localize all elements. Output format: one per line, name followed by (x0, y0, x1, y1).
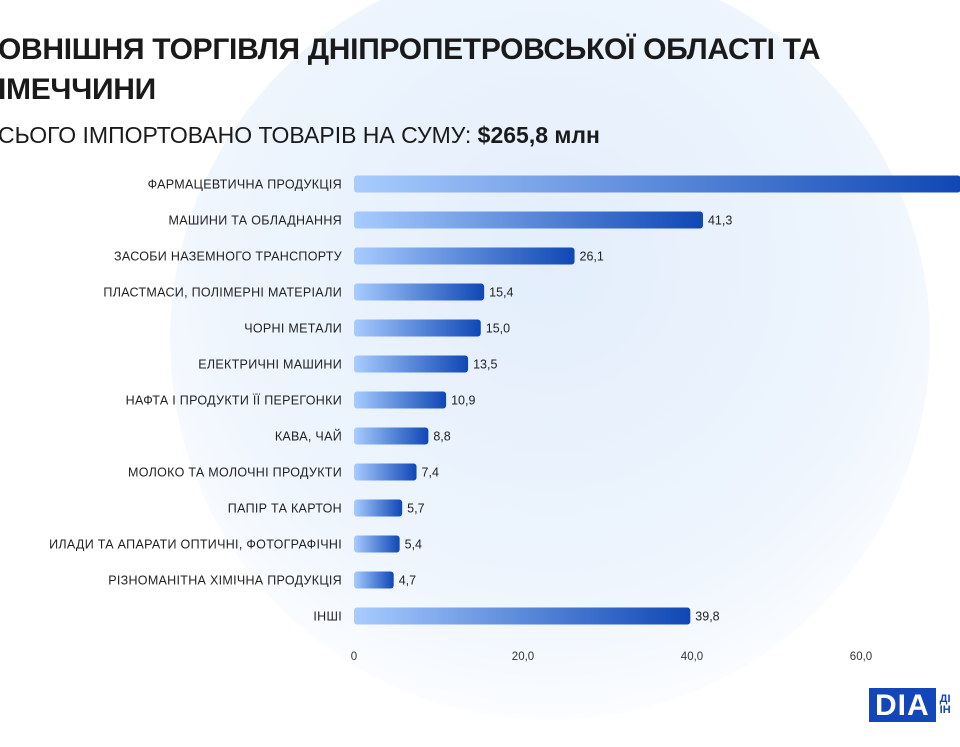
bar (354, 607, 691, 625)
x-tick-label: 20,0 (512, 651, 534, 663)
bar (354, 355, 469, 373)
dia-logo: DIA ДІ ІН (869, 688, 951, 722)
value-label: 13,5 (473, 358, 497, 372)
value-label: 39,8 (695, 610, 719, 624)
subtitle-prefix: СЬОГО ІМПОРТОВАНО ТОВАРІВ НА СУМУ: (0, 122, 478, 148)
category-label: МАШИНИ ТА ОБЛАДНАННЯ (169, 214, 343, 228)
background-circle (170, 0, 930, 720)
category-label: ЕЛЕКТРИЧНІ МАШИНИ (198, 358, 342, 372)
category-label: ЗАСОБИ НАЗЕМНОГО ТРАНСПОРТУ (114, 250, 342, 264)
bar (354, 427, 429, 445)
bar (354, 247, 575, 265)
logo-text-1: ДІ (939, 693, 951, 705)
category-label: ІНШІ (313, 610, 342, 624)
x-tick-label: 0 (351, 651, 357, 663)
title-line-1: ОВНІШНЯ ТОРГІВЛЯ ДНІПРОПЕТРОВСЬКОЇ ОБЛАС… (0, 33, 821, 66)
category-label: РІЗНОМАНІТНА ХІМІЧНА ПРОДУКЦІЯ (108, 574, 342, 588)
bar (354, 571, 394, 589)
value-label: 26,1 (580, 250, 604, 264)
x-tick-label: 40,0 (681, 651, 703, 663)
value-label: 5,4 (405, 538, 422, 552)
value-label: 5,7 (407, 502, 424, 516)
value-label: 4,7 (399, 574, 416, 588)
bar (354, 283, 485, 301)
category-label: МОЛОКО ТА МОЛОЧНІ ПРОДУКТИ (128, 466, 342, 480)
logo-text-2: ІН (939, 704, 951, 716)
category-label: НАФТА І ПРОДУКТИ ЇЇ ПЕРЕГОНКИ (126, 394, 342, 408)
value-label: 7,4 (422, 466, 439, 480)
category-label: КАВА, ЧАЙ (275, 429, 342, 444)
chart-subtitle: СЬОГО ІМПОРТОВАНО ТОВАРІВ НА СУМУ: $265,… (0, 120, 600, 150)
category-label: ПАПІР ТА КАРТОН (228, 502, 342, 516)
bar (354, 391, 447, 409)
chart-title: ОВНІШНЯ ТОРГІВЛЯ ДНІПРОПЕТРОВСЬКОЇ ОБЛАС… (0, 30, 821, 110)
bar (354, 175, 960, 193)
category-label: ЧОРНІ МЕТАЛИ (244, 322, 342, 336)
bar (354, 535, 400, 553)
value-label: 41,3 (708, 214, 732, 228)
category-label: ИЛАДИ ТА АПАРАТИ ОПТИЧНІ, ФОТОГРАФІЧНІ (49, 538, 342, 552)
value-label: 15,4 (489, 286, 513, 300)
logo-mark: DIA (869, 688, 936, 722)
bar (354, 499, 403, 517)
category-label: ФАРМАЦЕВТИЧНА ПРОДУКЦІЯ (148, 178, 342, 192)
bar (354, 463, 417, 481)
category-label: ПЛАСТМАСИ, ПОЛІМЕРНІ МАТЕРІАЛИ (103, 286, 342, 300)
value-label: 10,9 (451, 394, 475, 408)
title-line-2: ІМЕЧЧИНИ (0, 73, 156, 106)
bar (354, 319, 481, 337)
x-tick-label: 60,0 (850, 651, 872, 663)
value-label: 15,0 (486, 322, 510, 336)
bar (354, 211, 703, 229)
subtitle-amount: $265,8 млн (477, 122, 600, 148)
value-label: 8,8 (433, 430, 450, 444)
